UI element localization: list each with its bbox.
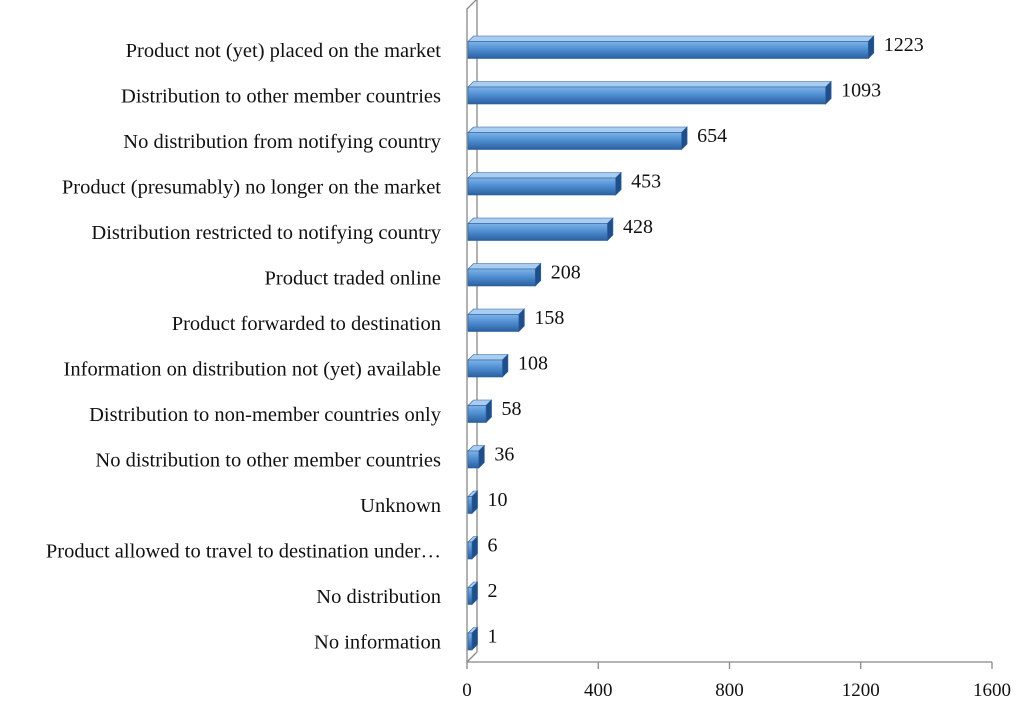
- category-label: No information: [314, 632, 441, 654]
- category-label: No distribution: [316, 586, 441, 608]
- bar-front-face: [467, 86, 826, 105]
- bar-top-face: [467, 35, 875, 42]
- bar-front-face: [467, 405, 487, 423]
- bar-top-face: [467, 354, 509, 361]
- labels: 0 400 800 1200 1600 Product not (yet) placed …: [46, 34, 1011, 701]
- x-tick-label: 0: [462, 680, 472, 701]
- bar: [467, 126, 688, 151]
- category-label: Product forwarded to destination: [172, 313, 441, 335]
- category-label: No distribution to other member countrie…: [95, 450, 441, 472]
- category-label: Information on distribution not (yet) av…: [64, 359, 441, 381]
- value-label: 108: [518, 353, 548, 375]
- value-label: 158: [534, 307, 564, 329]
- x-tick-label: 1600: [973, 680, 1011, 701]
- value-label: 1223: [884, 34, 924, 56]
- bar: [467, 353, 509, 378]
- value-label: 428: [623, 216, 653, 238]
- value-label: 6: [488, 535, 498, 557]
- bar: [467, 171, 622, 196]
- bar: [467, 581, 479, 606]
- bars: [467, 35, 875, 651]
- bar-top-face: [467, 81, 832, 88]
- bar-front-face: [467, 541, 473, 560]
- bar: [467, 399, 493, 424]
- value-label: 58: [502, 398, 522, 420]
- bar: [467, 80, 832, 105]
- category-label: Distribution to other member countries: [121, 86, 441, 108]
- bar-front-face: [467, 587, 473, 605]
- value-label: 1: [488, 626, 498, 648]
- category-label: Unknown: [360, 495, 441, 517]
- bar: [467, 217, 614, 242]
- category-label: Product allowed to travel to destination…: [46, 541, 441, 563]
- category-label: Product traded online: [265, 268, 441, 290]
- bar-top-face: [467, 308, 526, 315]
- value-label: 10: [488, 489, 508, 511]
- bar-top-face: [467, 217, 614, 224]
- category-label: Distribution to non-member countries onl…: [89, 404, 442, 426]
- value-label: 208: [551, 262, 581, 284]
- bar-top-face: [467, 263, 542, 270]
- bar-top-face: [467, 126, 688, 133]
- bar-front-face: [467, 41, 869, 59]
- bar: [467, 490, 479, 515]
- bar: [467, 35, 875, 60]
- bar-front-face: [467, 359, 503, 378]
- bar: [467, 262, 542, 287]
- bar-front-face: [467, 268, 536, 287]
- category-label: Distribution restricted to notifying cou…: [91, 222, 441, 244]
- bar-front-face: [467, 177, 616, 196]
- bar-front-face: [467, 223, 608, 241]
- category-label: Product not (yet) placed on the market: [126, 40, 442, 62]
- bar-front-face: [467, 632, 473, 651]
- bar-front-face: [467, 132, 682, 150]
- bar: [467, 444, 486, 469]
- value-label: 453: [631, 171, 661, 193]
- x-tick-label: 1200: [842, 680, 880, 701]
- bar: [467, 308, 526, 333]
- bar: [467, 535, 479, 560]
- bar-front-face: [467, 496, 473, 514]
- bar-front-face: [467, 314, 520, 332]
- value-label: 654: [697, 125, 727, 147]
- x-tick-label: 800: [715, 680, 744, 701]
- x-tick-label: 400: [584, 680, 613, 701]
- bar-front-face: [467, 450, 480, 469]
- value-label: 36: [494, 444, 514, 466]
- value-label: 1093: [841, 80, 881, 102]
- category-label: Product (presumably) no longer on the ma…: [62, 177, 441, 199]
- value-label: 2: [488, 580, 498, 602]
- bar-top-face: [467, 172, 622, 179]
- floor-edge: [466, 651, 478, 663]
- category-label: No distribution from notifying country: [123, 131, 441, 153]
- bar: [467, 626, 479, 651]
